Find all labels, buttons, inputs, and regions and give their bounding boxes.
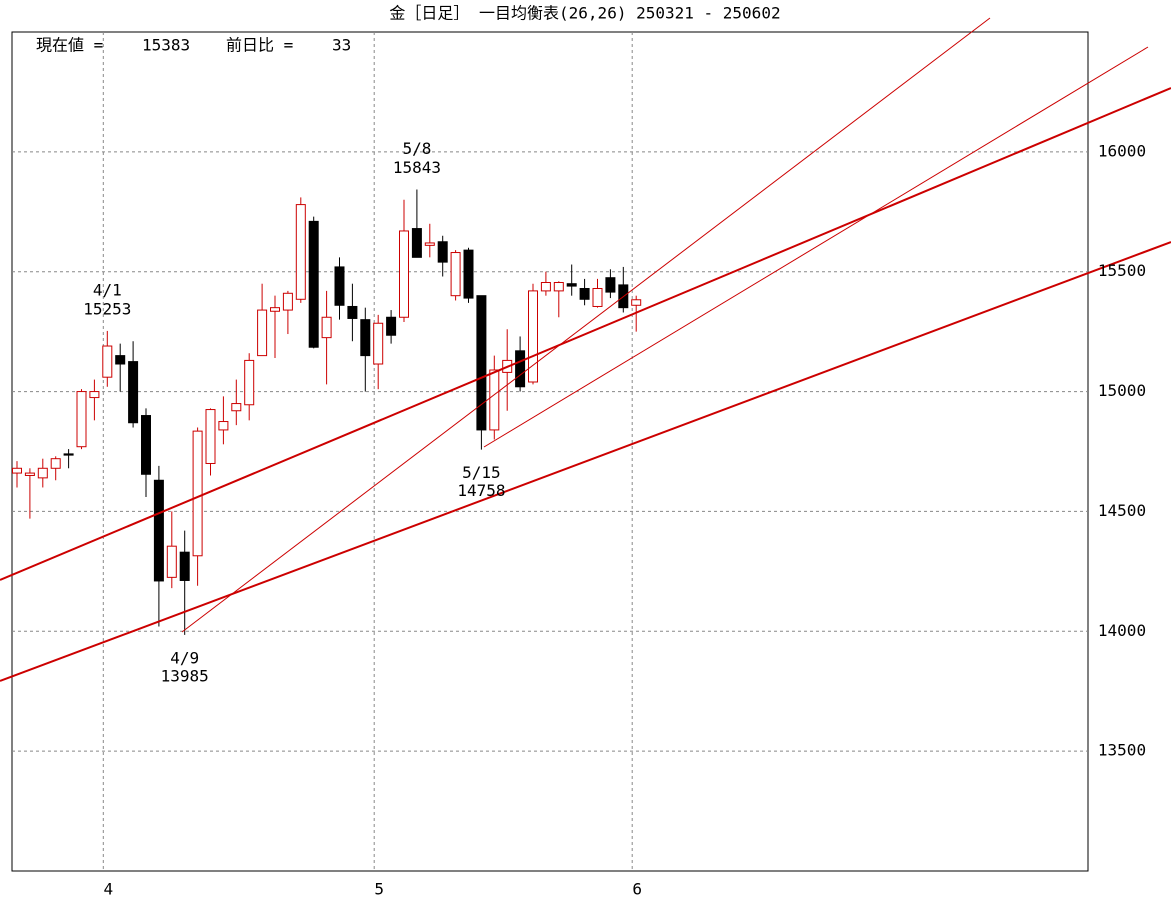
- annotation-value: 13985: [161, 666, 209, 685]
- candle-body: [592, 287, 603, 307]
- y-tick-label: 16000: [1098, 141, 1146, 160]
- candle-body: [179, 551, 190, 581]
- y-tick-label: 15500: [1098, 261, 1146, 280]
- candle-body: [489, 369, 500, 431]
- candle-body: [566, 283, 577, 287]
- candle-body: [347, 305, 358, 319]
- candle-body: [321, 316, 332, 339]
- trend-line: [0, 87, 1171, 581]
- candle-body: [12, 467, 22, 474]
- candle-body: [553, 282, 564, 292]
- y-tick-label: 14500: [1098, 501, 1146, 520]
- trend-line: [483, 46, 1149, 448]
- current-value: 15383: [142, 36, 190, 55]
- candle-body: [192, 430, 203, 557]
- trend-lines: [0, 17, 1171, 682]
- candle-body: [218, 421, 229, 431]
- candle-body: [631, 299, 642, 306]
- annotation-date: 5/8: [402, 139, 431, 158]
- annotation-date: 4/9: [170, 648, 199, 667]
- grid: [12, 32, 1088, 871]
- candle-body: [386, 316, 397, 336]
- candle-body: [411, 228, 422, 258]
- candle-body: [515, 350, 526, 388]
- candle-body: [102, 345, 113, 378]
- plot-frame: [11, 31, 1089, 872]
- candles: [12, 189, 642, 635]
- x-tick-label: 4: [103, 880, 113, 899]
- candle-body: [360, 319, 371, 357]
- candle-body: [424, 242, 435, 246]
- candle-body: [244, 359, 255, 406]
- candle-body: [141, 415, 151, 475]
- candle-body: [295, 204, 306, 300]
- candle-body: [115, 355, 126, 365]
- candle-body: [334, 266, 345, 306]
- candle-body: [76, 391, 87, 448]
- candle-body: [282, 292, 293, 311]
- candle-body: [579, 287, 590, 300]
- candle-body: [540, 282, 551, 292]
- candle-body: [205, 409, 216, 464]
- candle-body: [89, 391, 100, 399]
- x-tick-label: 5: [374, 880, 384, 899]
- annotation-date: 4/1: [93, 280, 122, 299]
- annotation-value: 14758: [457, 481, 505, 500]
- candle-body: [153, 479, 164, 582]
- annotation-value: 15253: [83, 299, 131, 318]
- candle-body: [166, 545, 177, 578]
- candle-body: [399, 230, 409, 318]
- chart-title: 金［日足］ 一目均衡表(26,26) 250321 - 250602: [389, 4, 780, 23]
- annotation-value: 15843: [393, 158, 441, 177]
- labels: 13500 14000 14500 15000 15500 16000 4 5 6 4/11525…: [83, 139, 1146, 899]
- candle-body: [24, 472, 35, 476]
- candle-body: [231, 403, 242, 412]
- y-tick-label: 13500: [1098, 741, 1146, 760]
- candle-body: [463, 249, 474, 299]
- y-tick-label: 15000: [1098, 381, 1146, 400]
- trend-line: [181, 17, 991, 633]
- candle-body: [128, 361, 139, 424]
- candle-body: [270, 307, 280, 312]
- annotation-date: 5/15: [462, 463, 501, 482]
- candle-body: [63, 453, 74, 456]
- candle-body: [257, 309, 268, 357]
- current-label: 現在値 =: [36, 36, 103, 55]
- x-tick-label: 6: [632, 880, 642, 899]
- candle-body: [37, 467, 48, 479]
- change-value: 33: [332, 36, 351, 55]
- candle-body: [528, 290, 538, 383]
- candle-body: [373, 322, 384, 365]
- candle-body: [605, 277, 616, 293]
- candle-body: [476, 295, 487, 431]
- change-label: 前日比 =: [226, 36, 293, 55]
- candle-body: [308, 220, 319, 348]
- candle-body: [450, 252, 461, 297]
- candle-body: [437, 241, 448, 263]
- y-tick-label: 14000: [1098, 621, 1146, 640]
- candle-body: [50, 458, 61, 469]
- trend-line: [0, 241, 1171, 682]
